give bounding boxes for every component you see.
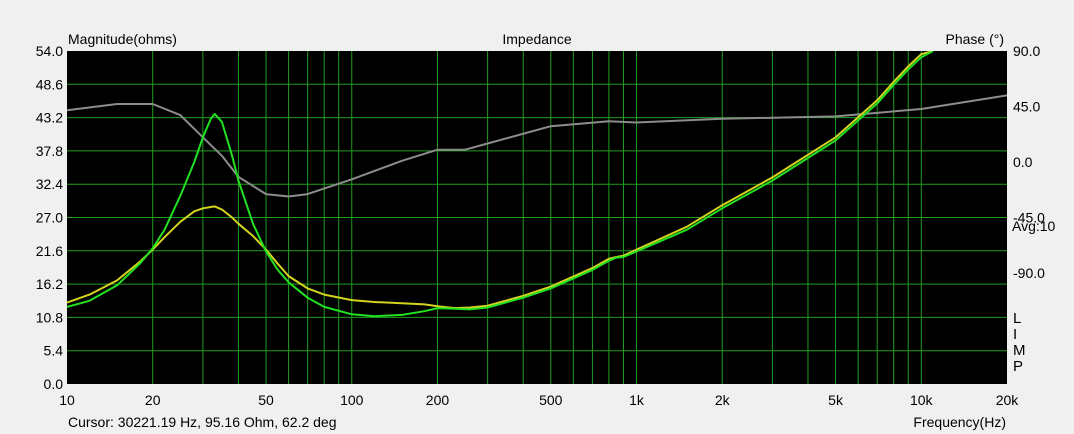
x-tick-label: 10 [59, 392, 75, 408]
cursor-readout: Cursor: 30221.19 Hz, 95.16 Ohm, 62.2 deg [68, 414, 337, 430]
side-letter-i: I [1013, 326, 1017, 343]
y-right-tick-label: 0.0 [1013, 154, 1033, 170]
x-tick-label: 20k [996, 392, 1020, 408]
magnitude-curve-green [67, 51, 934, 318]
x-tick-label: 50 [258, 392, 274, 408]
y-left-tick-label: 32.4 [36, 176, 63, 192]
y-left-tick-label: 5.4 [44, 343, 64, 359]
y-left-tick-label: 37.8 [36, 143, 63, 159]
magnitude-curve-yellow [67, 51, 934, 310]
avg-label: Avg:10 [1012, 218, 1056, 234]
y-left-tick-label: 16.2 [36, 276, 63, 292]
y-right-tick-label: -90.0 [1013, 265, 1045, 281]
x-tick-label: 5k [828, 392, 844, 408]
grid [67, 51, 1007, 384]
y-right-tick-label: 90.0 [1013, 43, 1040, 59]
x-tick-label: 20 [145, 392, 161, 408]
y-left-tick-label: 10.8 [36, 309, 63, 325]
x-axis-label: Frequency(Hz) [913, 414, 1006, 430]
side-letter-l: L [1013, 310, 1021, 327]
y-left-tick-label: 54.0 [36, 43, 63, 59]
chart-title: Impedance [502, 31, 571, 47]
series [67, 51, 1007, 318]
x-tick-label: 2k [715, 392, 731, 408]
left-axis-label: Magnitude(ohms) [68, 31, 177, 47]
y-right-tick-label: 45.0 [1013, 99, 1040, 115]
y-left-tick-label: 21.6 [36, 243, 63, 259]
side-letter-m: M [1013, 342, 1026, 359]
y-left-tick-label: 43.2 [36, 110, 63, 126]
phase-curve-gray [67, 94, 1007, 198]
y-right-tick-label: -45.0 [1013, 210, 1045, 226]
x-tick-label: 100 [340, 392, 364, 408]
right-axis-label: Phase (°) [945, 31, 1004, 47]
y-left-tick-label: 27.0 [36, 210, 63, 226]
x-tick-label: 200 [426, 392, 450, 408]
side-letter-p: P [1013, 358, 1023, 375]
x-tick-label: 500 [539, 392, 563, 408]
y-left-tick-label: 0.0 [44, 376, 64, 392]
x-tick-label: 10k [910, 392, 934, 408]
x-tick-label: 1k [629, 392, 645, 408]
y-left-tick-label: 48.6 [36, 76, 63, 92]
